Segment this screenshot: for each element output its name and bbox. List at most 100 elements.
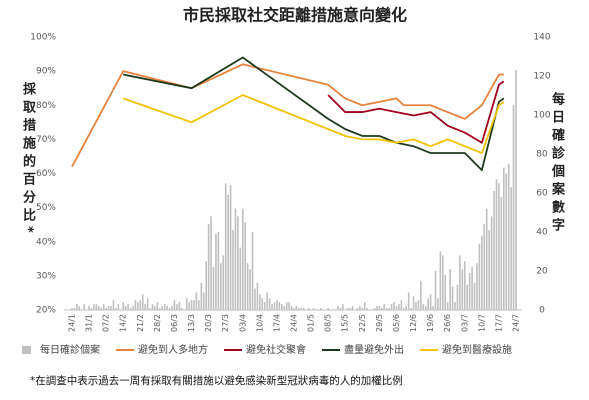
bar xyxy=(273,302,276,310)
bar xyxy=(220,263,222,310)
bar xyxy=(178,302,181,310)
x-tick-label: 01/5 xyxy=(307,314,316,332)
x-tick-label: 17/7 xyxy=(494,314,503,332)
bar xyxy=(481,235,483,310)
bar xyxy=(232,230,234,310)
x-tick-label: 08/5 xyxy=(324,314,333,332)
bar xyxy=(161,306,164,310)
bar xyxy=(88,306,90,310)
x-tick-label: 12/6 xyxy=(409,314,418,332)
bar xyxy=(222,255,225,310)
bar xyxy=(102,304,105,310)
bar xyxy=(195,292,198,310)
bar xyxy=(129,308,132,310)
bar xyxy=(410,308,412,310)
x-tick-label: 10/4 xyxy=(255,314,264,332)
x-tick-label: 22/5 xyxy=(358,314,367,332)
bar xyxy=(378,306,381,310)
bar xyxy=(168,308,171,310)
y-tick-label: 50% xyxy=(36,203,56,213)
y2-tick-label: 140 xyxy=(533,33,550,43)
bar xyxy=(483,224,486,310)
bar xyxy=(363,302,366,310)
y-tick-label: 90% xyxy=(36,67,56,77)
y2-tick-label: 0 xyxy=(539,306,545,316)
bar xyxy=(510,187,512,310)
y-tick-label: 30% xyxy=(36,271,56,281)
line xyxy=(71,63,504,168)
bar xyxy=(241,208,244,310)
bar xyxy=(442,255,444,310)
bar xyxy=(193,300,195,310)
bar xyxy=(381,308,383,310)
line xyxy=(122,94,505,154)
bar xyxy=(402,308,405,310)
bar xyxy=(171,306,173,310)
bar xyxy=(385,308,388,310)
x-tick-label: 24/1 xyxy=(68,314,77,332)
x-tick-label: 28/2 xyxy=(153,314,162,332)
bar xyxy=(383,304,386,310)
bar xyxy=(395,306,398,310)
chart-title: 市民採取社交距離措施意向變化 xyxy=(183,6,407,25)
bar xyxy=(139,300,142,310)
bar xyxy=(127,304,129,310)
bar xyxy=(488,230,490,310)
bar xyxy=(439,251,442,310)
bar xyxy=(149,308,151,310)
bar xyxy=(307,308,310,310)
x-tick-label: 21/2 xyxy=(136,314,145,332)
legend-swatch xyxy=(22,346,31,354)
bar xyxy=(490,216,493,310)
bar xyxy=(295,306,298,310)
bar xyxy=(271,304,273,310)
x-tick-label: 10/7 xyxy=(477,314,486,332)
x-tick-label: 19/6 xyxy=(426,314,435,332)
bar xyxy=(263,302,266,310)
bar xyxy=(198,300,200,310)
legend-label: 盡量避免外出 xyxy=(344,343,404,356)
bar xyxy=(500,196,503,310)
bar xyxy=(154,306,156,310)
bar xyxy=(390,304,393,310)
bar xyxy=(134,300,137,310)
bar xyxy=(461,269,464,310)
bar xyxy=(434,271,437,310)
bar xyxy=(176,304,178,310)
bar xyxy=(463,261,466,310)
bar xyxy=(468,272,471,310)
bar xyxy=(122,302,125,310)
bar xyxy=(417,300,420,310)
bar xyxy=(351,306,354,310)
bar xyxy=(212,267,215,310)
bar xyxy=(349,308,351,310)
bar xyxy=(432,306,434,310)
bar xyxy=(90,308,93,310)
bar xyxy=(166,306,168,310)
bar xyxy=(495,179,498,310)
legend-label: 避免到人多地方 xyxy=(138,343,208,356)
bar xyxy=(124,306,127,310)
line xyxy=(327,80,505,144)
bar xyxy=(505,173,508,310)
bar xyxy=(95,304,98,310)
x-tick-label: 29/5 xyxy=(375,314,384,332)
bar xyxy=(298,308,300,310)
bar xyxy=(205,261,207,310)
bar xyxy=(163,304,166,310)
bar xyxy=(276,300,278,310)
legend-label: 避免社交聚會 xyxy=(246,343,306,356)
x-tick-label: 13/3 xyxy=(187,314,196,332)
x-tick-label: 03/7 xyxy=(460,314,469,332)
bar xyxy=(478,243,481,310)
x-tick-label: 05/6 xyxy=(392,314,401,332)
y2-tick-label: 60 xyxy=(536,189,548,199)
x-tick-label: 20/3 xyxy=(204,314,213,332)
bar xyxy=(476,263,478,310)
bar xyxy=(312,308,315,310)
bar xyxy=(256,282,259,310)
bar xyxy=(471,267,473,310)
bar xyxy=(373,308,376,310)
bar xyxy=(493,191,495,310)
